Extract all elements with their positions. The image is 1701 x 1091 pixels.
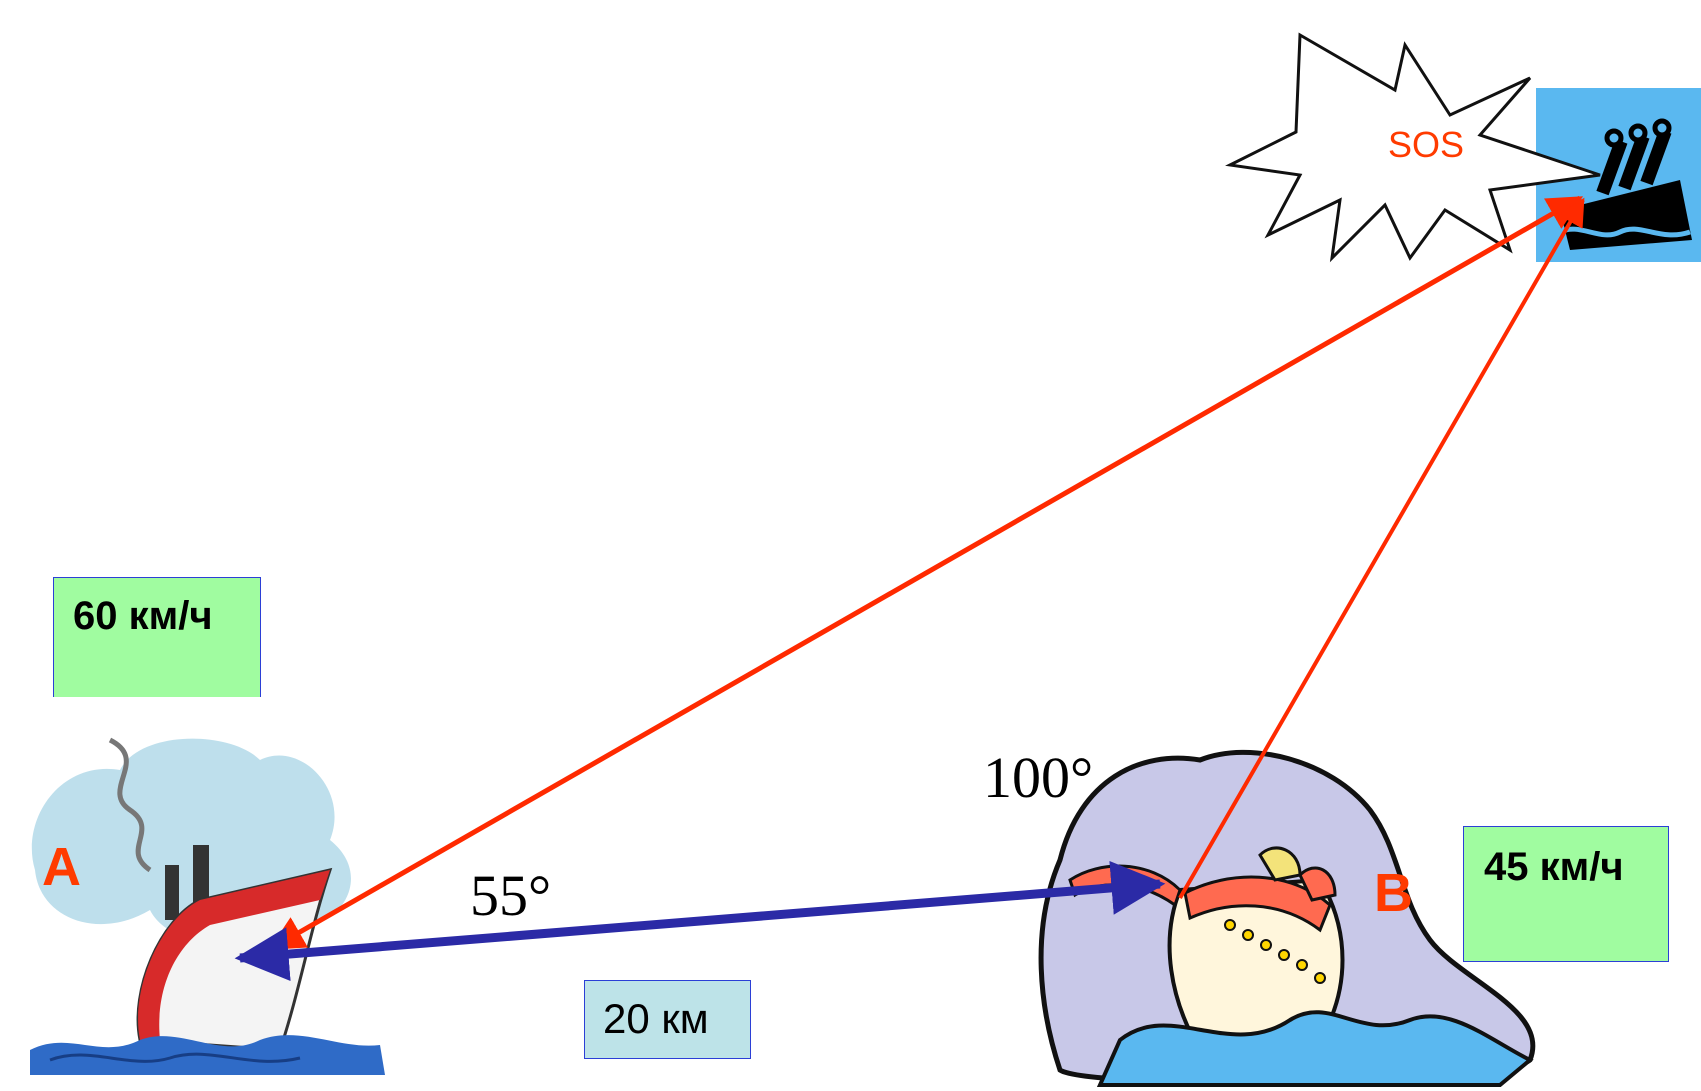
speed-b-label: 45 км/ч — [1463, 826, 1669, 962]
route-b-to-distress — [1178, 197, 1585, 900]
steamship-icon — [30, 737, 385, 1075]
angle-a-label: 55° — [470, 863, 552, 928]
sos-label: SOS — [1388, 124, 1465, 165]
route-a-to-distress — [268, 195, 1584, 951]
baseline-a-b — [234, 860, 1166, 982]
distance-label: 20 км — [584, 980, 751, 1059]
point-a-label: A — [42, 837, 81, 897]
speed-a-label: 60 км/ч — [53, 577, 261, 697]
angle-b-label: 100° — [983, 745, 1094, 810]
cruise-ship-icon — [1038, 749, 1536, 1087]
point-b-label: B — [1374, 863, 1413, 923]
